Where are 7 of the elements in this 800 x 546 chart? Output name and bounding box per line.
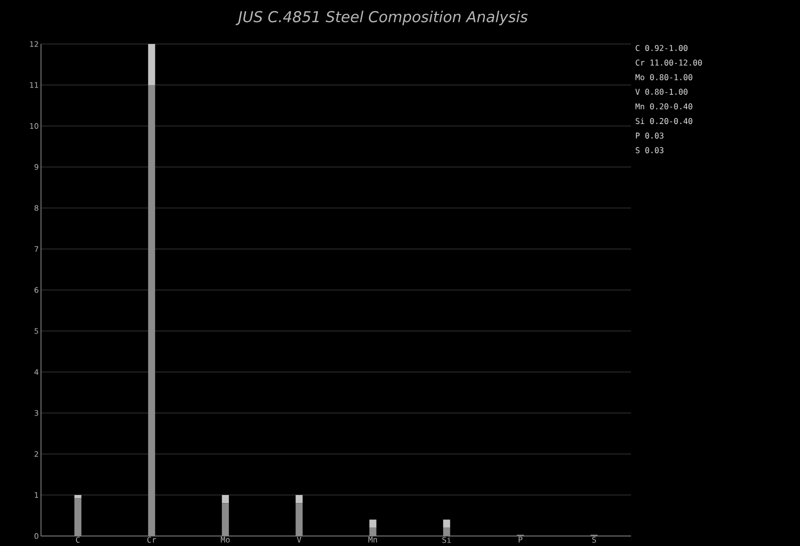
bar bbox=[74, 495, 82, 498]
bar bbox=[369, 520, 376, 528]
bar bbox=[148, 44, 156, 85]
bar bbox=[222, 495, 229, 504]
chart-title: JUS C.4851 Steel Composition Analysis bbox=[236, 10, 528, 26]
bar bbox=[443, 520, 450, 528]
bar bbox=[296, 495, 303, 504]
